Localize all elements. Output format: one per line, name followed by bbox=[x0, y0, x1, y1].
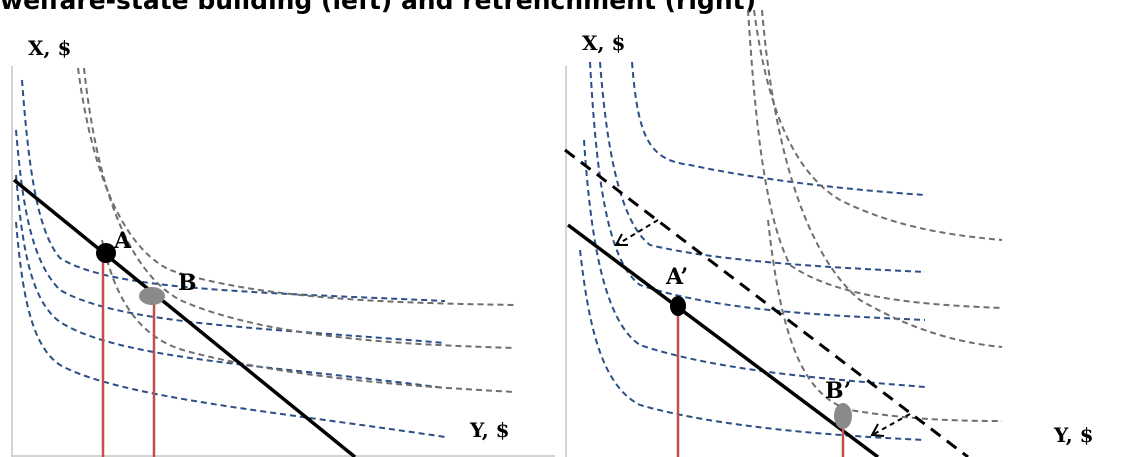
left-point-b-label: B bbox=[178, 270, 197, 296]
right-blue-curve-1 bbox=[631, 61, 926, 196]
right-blue-curve-2 bbox=[599, 61, 926, 273]
right-point-a bbox=[670, 296, 686, 316]
right-gray-curve-2 bbox=[747, 9, 1003, 309]
left-gray-curve-2 bbox=[83, 67, 516, 349]
right-blue-curve-4 bbox=[583, 139, 926, 388]
right-blue-indifference-curves bbox=[579, 61, 926, 441]
right-shift-arrow-upper bbox=[614, 219, 659, 246]
left-gray-curve-1 bbox=[77, 67, 516, 306]
left-blue-curve-4 bbox=[15, 221, 446, 438]
left-point-a bbox=[96, 243, 116, 263]
left-blue-curve-3 bbox=[15, 174, 446, 389]
right-point-a-label: A’ bbox=[665, 264, 688, 290]
left-y-axis-label: Y, $ bbox=[469, 418, 510, 442]
right-y-axis-label: Y, $ bbox=[1053, 423, 1094, 447]
right-blue-curve-3 bbox=[589, 61, 926, 321]
right-point-b bbox=[834, 403, 852, 429]
left-x-axis-label: X, $ bbox=[28, 36, 71, 60]
right-x-axis-label: X, $ bbox=[582, 31, 625, 55]
right-gray-indifference-curves bbox=[747, 9, 1003, 422]
left-point-b bbox=[139, 287, 165, 305]
right-new-budget-line bbox=[564, 148, 969, 457]
left-point-a-label: A bbox=[113, 228, 132, 254]
left-budget-line bbox=[12, 178, 357, 457]
right-gray-curve-3 bbox=[761, 9, 1003, 348]
right-panel: X, $ Y, $ A’ B’ bbox=[564, 9, 1094, 457]
right-gray-curve-1 bbox=[753, 9, 1003, 241]
left-panel: X, $ Y, $ A B bbox=[11, 36, 555, 457]
left-gray-indifference-curves bbox=[77, 67, 516, 393]
left-gray-curve-3 bbox=[101, 239, 516, 393]
left-blue-curve-2 bbox=[15, 129, 446, 344]
right-blue-curve-5 bbox=[579, 249, 926, 441]
right-budget-line bbox=[566, 223, 880, 457]
right-shift-arrow-lower bbox=[870, 413, 911, 437]
figure-title: welfare-state building (left) and retren… bbox=[0, 0, 756, 15]
right-gray-curve-4 bbox=[767, 219, 1003, 422]
right-point-b-label: B’ bbox=[825, 378, 851, 404]
